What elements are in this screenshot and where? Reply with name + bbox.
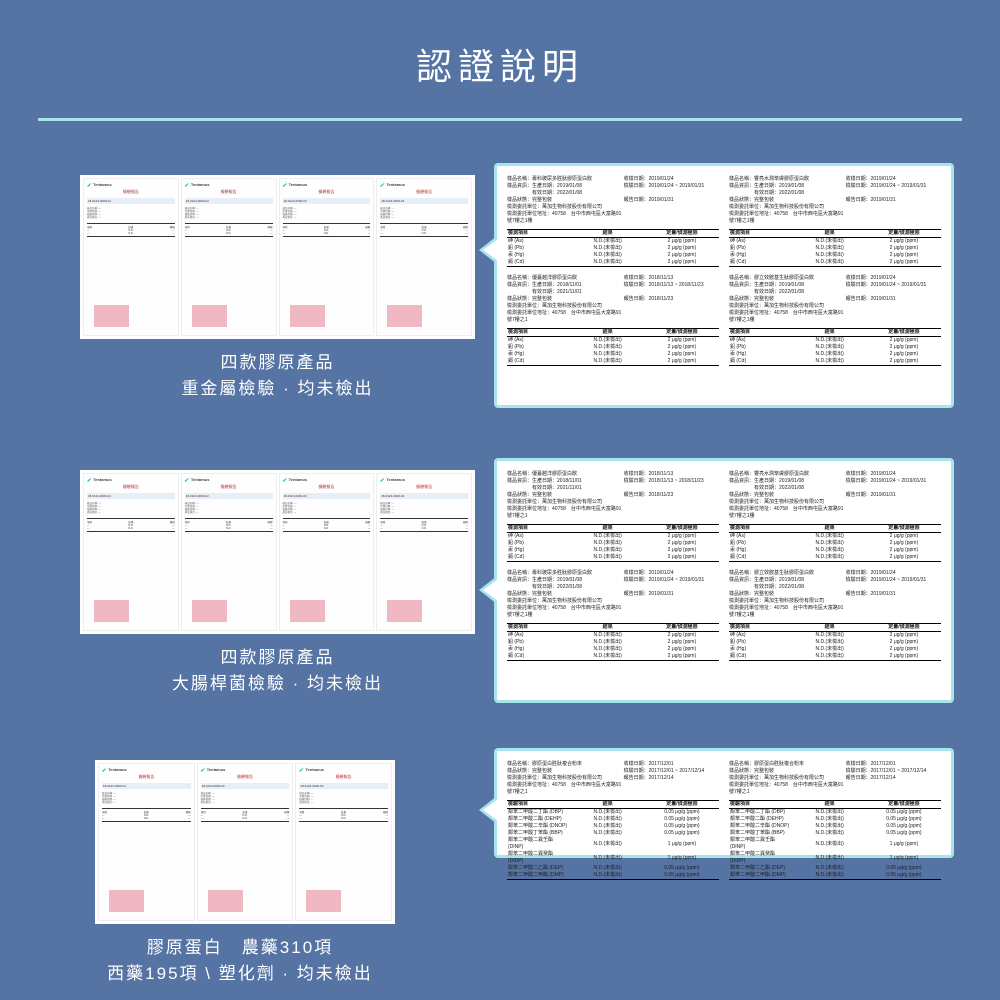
report-thumbnail: 🧪 Tentamus 檢驗報告 18-0124-0000-03 樣品名稱: —生… bbox=[295, 763, 392, 921]
results-table: 檢測項目結果定量/偵測極限砷 (As)N.D.(未檢出)2 μg/g (ppm)… bbox=[507, 328, 719, 366]
report-panel: 樣品名稱：膠原蛋白胜肽複合粉末收樣日期：2017/12/01樣品狀態：完整包裝檢… bbox=[507, 761, 719, 845]
report-thumbnail: 🧪 Tentamus 檢驗報告 18-0124-0000-04 樣品名稱: —生… bbox=[376, 473, 472, 631]
report-panel: 樣品名稱：響亮水潤萃膚膠原蛋白飲收樣日期：2019/01/24樣品資訊：生產日期… bbox=[729, 176, 941, 395]
results-table: 檢測項目結果定量/偵測極限砷 (As)N.D.(未檢出)2 μg/g (ppm)… bbox=[729, 524, 941, 562]
report-thumbnail: 🧪 Tentamus 檢驗報告 18-0124-0000-01 樣品名稱: —生… bbox=[98, 763, 195, 921]
results-table: 檢測項目結果定量/偵測極限砷 (As)N.D.(未檢出)2 μg/g (ppm)… bbox=[729, 328, 941, 366]
detail-callout: 樣品名稱：膠原蛋白胜肽複合粉末收樣日期：2017/12/01樣品狀態：完整包裝檢… bbox=[494, 748, 954, 858]
report-block: 樣品名稱：膠原蛋白胜肽複合粉末收樣日期：2017/12/01樣品狀態：完整包裝檢… bbox=[729, 761, 941, 880]
results-table: 檢測項目結果定量/偵測極限砷 (As)N.D.(未檢出)2 μg/g (ppm)… bbox=[507, 229, 719, 267]
report-block: 樣品名稱：響亮水潤萃膚膠原蛋白飲收樣日期：2019/01/24樣品資訊：生產日期… bbox=[729, 176, 941, 267]
report-thumbnail: 🧪 Tentamus 檢驗報告 18-0124-0000-01 樣品名稱: —生… bbox=[83, 473, 179, 631]
results-table: 檢驗項目結果定量/偵測極限鄰苯二甲酸二丁酯 (DBP)N.D.(未檢出)0.05… bbox=[729, 800, 941, 880]
report-panel: 樣品名稱：膠原蛋白胜肽複合粉末收樣日期：2017/12/01樣品狀態：完整包裝檢… bbox=[729, 761, 941, 845]
report-block: 樣品名稱：優蔓越洋膠原蛋白飲收樣日期：2018/11/13樣品資訊：生產日期：2… bbox=[507, 275, 719, 366]
section-caption: 四款膠原產品重金屬檢驗 · 均未檢出 bbox=[80, 350, 475, 402]
report-block: 樣品名稱：膠原蛋白胜肽複合粉末收樣日期：2017/12/01樣品狀態：完整包裝檢… bbox=[507, 761, 719, 880]
thumbnails-strip: 🧪 Tentamus 檢驗報告 18-0124-0000-01 樣品名稱: —生… bbox=[80, 470, 475, 634]
report-thumbnail: 🧪 Tentamus 檢驗報告 18-0124-0000-03 樣品名稱: —生… bbox=[279, 178, 375, 336]
report-thumbnail: 🧪 Tentamus 檢驗報告 18-0124-0000-02 樣品名稱: —生… bbox=[181, 473, 277, 631]
results-table: 檢驗項目結果定量/偵測極限鄰苯二甲酸二丁酯 (DBP)N.D.(未檢出)0.05… bbox=[507, 800, 719, 880]
report-block: 樣品名稱：專科玻尿多胜肽膠原蛋白飲收樣日期：2019/01/24樣品資訊：生產日… bbox=[507, 176, 719, 267]
results-table: 檢測項目結果定量/偵測極限砷 (As)N.D.(未檢出)2 μg/g (ppm)… bbox=[729, 623, 941, 661]
report-thumbnail: 🧪 Tentamus 檢驗報告 18-0124-0000-03 樣品名稱: —生… bbox=[279, 473, 375, 631]
report-thumbnail: 🧪 Tentamus 檢驗報告 18-0124-0000-01 樣品名稱: —生… bbox=[83, 178, 179, 336]
callout-pointer-icon bbox=[479, 796, 497, 824]
report-thumbnail: 🧪 Tentamus 檢驗報告 18-0124-0000-02 樣品名稱: —生… bbox=[197, 763, 294, 921]
divider bbox=[38, 118, 962, 121]
report-block: 樣品名稱：優蔓越洋膠原蛋白飲收樣日期：2018/11/13樣品資訊：生產日期：2… bbox=[507, 471, 719, 562]
report-thumbnail: 🧪 Tentamus 檢驗報告 18-0124-0000-02 樣品名稱: —生… bbox=[181, 178, 277, 336]
results-table: 檢測項目結果定量/偵測極限砷 (As)N.D.(未檢出)2 μg/g (ppm)… bbox=[729, 229, 941, 267]
callout-pointer-icon bbox=[479, 236, 497, 264]
detail-callout: 樣品名稱：優蔓越洋膠原蛋白飲收樣日期：2018/11/13樣品資訊：生產日期：2… bbox=[494, 458, 954, 703]
detail-callout: 樣品名稱：專科玻尿多胜肽膠原蛋白飲收樣日期：2019/01/24樣品資訊：生產日… bbox=[494, 163, 954, 408]
report-panel: 樣品名稱：響亮水潤萃膚膠原蛋白飲收樣日期：2019/01/24樣品資訊：生產日期… bbox=[729, 471, 941, 690]
report-panel: 樣品名稱：專科玻尿多胜肽膠原蛋白飲收樣日期：2019/01/24樣品資訊：生產日… bbox=[507, 176, 719, 395]
report-block: 樣品名稱：響亮水潤萃膚膠原蛋白飲收樣日期：2019/01/24樣品資訊：生產日期… bbox=[729, 471, 941, 562]
report-thumbnail: 🧪 Tentamus 檢驗報告 18-0124-0000-04 樣品名稱: —生… bbox=[376, 178, 472, 336]
section-caption: 四款膠原產品大腸桿菌檢驗 · 均未檢出 bbox=[80, 645, 475, 697]
report-block: 樣品名稱：膠立效胺基生肽膠原蛋白飲收樣日期：2019/01/24樣品資訊：生產日… bbox=[729, 275, 941, 366]
thumbnails-strip: 🧪 Tentamus 檢驗報告 18-0124-0000-01 樣品名稱: —生… bbox=[80, 175, 475, 339]
results-table: 檢測項目結果定量/偵測極限砷 (As)N.D.(未檢出)2 μg/g (ppm)… bbox=[507, 623, 719, 661]
page-title: 認證說明 bbox=[0, 0, 1000, 90]
results-table: 檢測項目結果定量/偵測極限砷 (As)N.D.(未檢出)2 μg/g (ppm)… bbox=[507, 524, 719, 562]
report-block: 樣品名稱：膠立效胺基生肽膠原蛋白飲收樣日期：2019/01/24樣品資訊：生產日… bbox=[729, 570, 941, 661]
report-block: 樣品名稱：專科玻尿多胜肽膠原蛋白飲收樣日期：2019/01/24樣品資訊：生產日… bbox=[507, 570, 719, 661]
callout-pointer-icon bbox=[479, 576, 497, 604]
report-panel: 樣品名稱：優蔓越洋膠原蛋白飲收樣日期：2018/11/13樣品資訊：生產日期：2… bbox=[507, 471, 719, 690]
section-caption: 膠原蛋白 農藥310項西藥195項 \ 塑化劑 · 均未檢出 bbox=[65, 935, 415, 987]
thumbnails-strip: 🧪 Tentamus 檢驗報告 18-0124-0000-01 樣品名稱: —生… bbox=[95, 760, 395, 924]
